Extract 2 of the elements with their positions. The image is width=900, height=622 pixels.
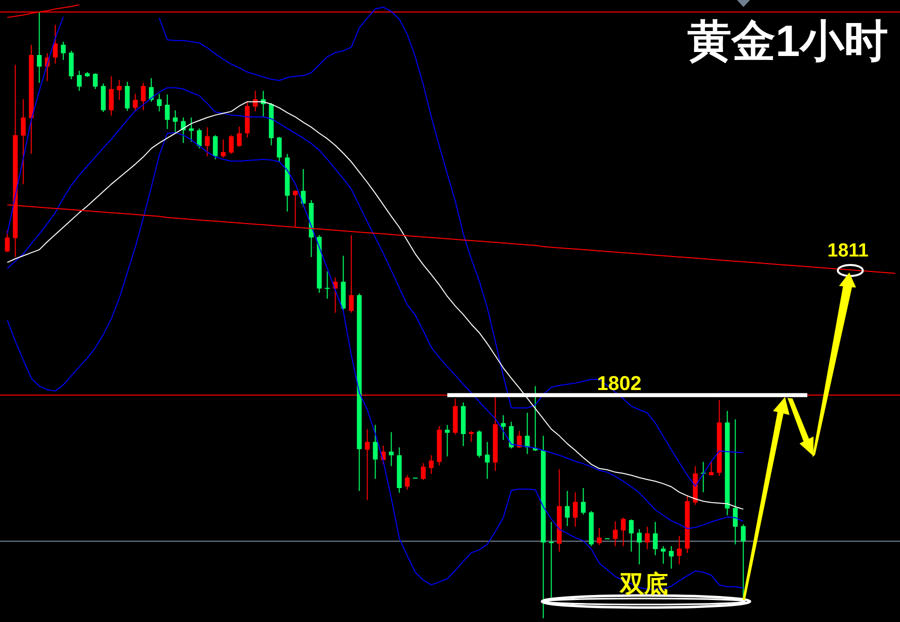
annotation: 1811	[827, 240, 869, 262]
title: 黄金1小时	[688, 17, 888, 66]
